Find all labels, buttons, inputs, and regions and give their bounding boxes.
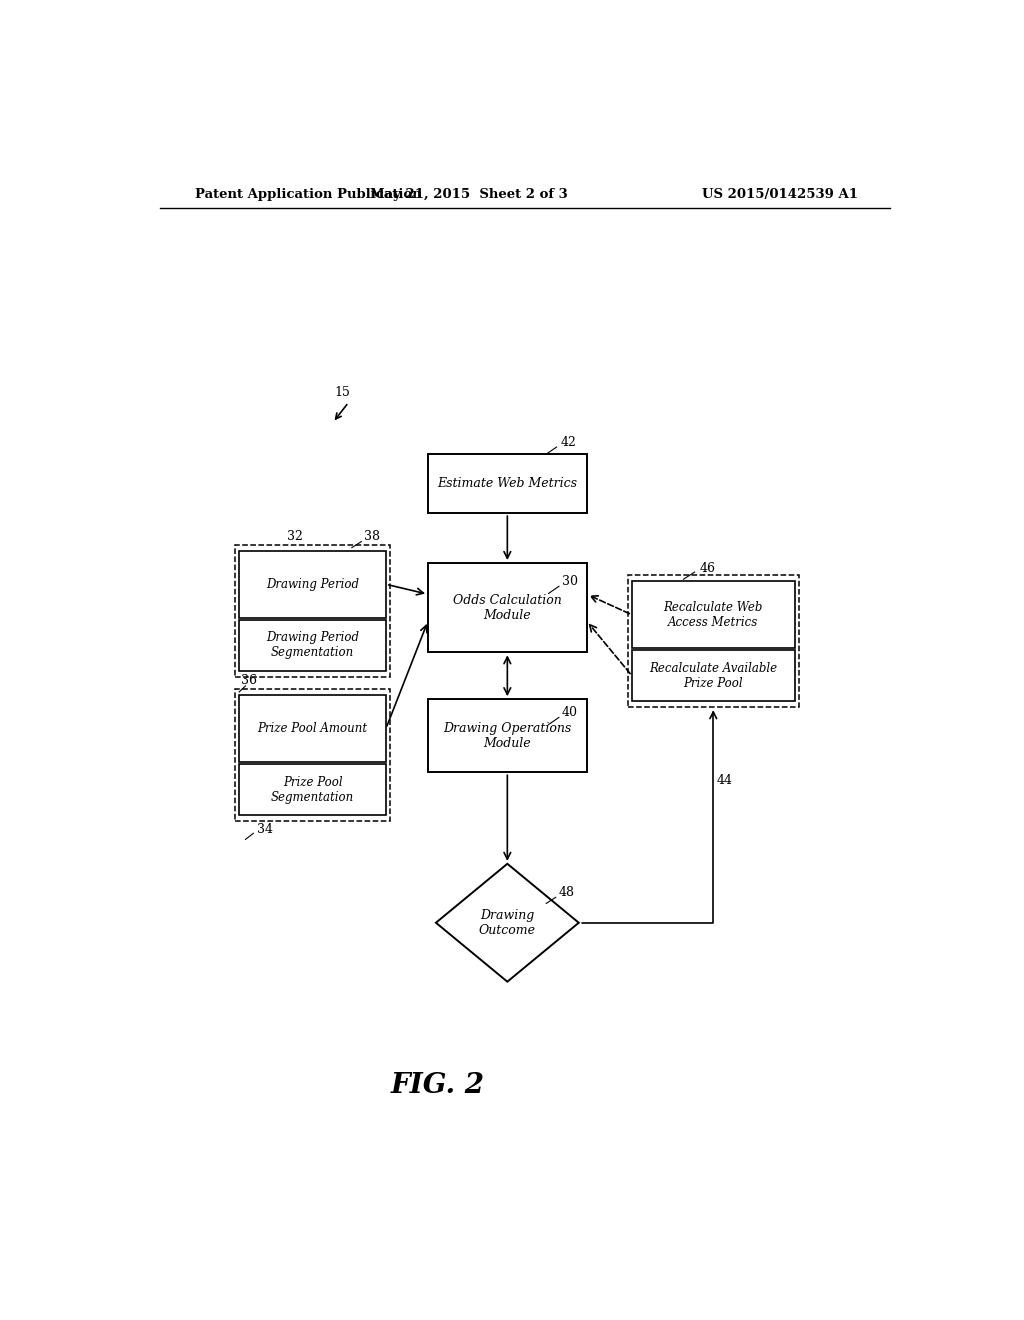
Text: Prize Pool Amount: Prize Pool Amount (257, 722, 368, 735)
Text: 46: 46 (699, 561, 716, 574)
Text: Drawing Period
Segmentation: Drawing Period Segmentation (266, 631, 359, 659)
Bar (428, 454, 587, 513)
Bar (428, 700, 587, 772)
Polygon shape (436, 863, 579, 982)
Text: 34: 34 (257, 822, 272, 836)
Text: Estimate Web Metrics: Estimate Web Metrics (437, 477, 578, 490)
Text: Patent Application Publication: Patent Application Publication (196, 189, 422, 202)
Text: FIG. 2: FIG. 2 (390, 1072, 484, 1098)
Bar (240, 620, 386, 671)
Text: Drawing Period: Drawing Period (266, 578, 359, 591)
Text: US 2015/0142539 A1: US 2015/0142539 A1 (702, 189, 858, 202)
Text: 30: 30 (562, 574, 579, 587)
Text: Recalculate Available
Prize Pool: Recalculate Available Prize Pool (649, 661, 777, 690)
Text: 44: 44 (717, 774, 733, 787)
Text: Odds Calculation
Module: Odds Calculation Module (453, 594, 562, 622)
Text: 38: 38 (365, 531, 381, 543)
Bar (240, 764, 386, 814)
Text: 40: 40 (562, 706, 579, 719)
Text: Prize Pool
Segmentation: Prize Pool Segmentation (271, 776, 354, 804)
Bar (240, 696, 386, 762)
Bar (240, 550, 386, 618)
Text: May 21, 2015  Sheet 2 of 3: May 21, 2015 Sheet 2 of 3 (371, 189, 568, 202)
Bar (236, 545, 390, 677)
Text: 42: 42 (560, 437, 577, 450)
Text: Drawing Operations
Module: Drawing Operations Module (443, 722, 571, 750)
Bar (628, 576, 799, 708)
Bar (428, 562, 587, 652)
Text: 15: 15 (334, 385, 350, 399)
Text: Recalculate Web
Access Metrics: Recalculate Web Access Metrics (664, 601, 763, 628)
Bar (632, 651, 795, 701)
Text: 48: 48 (559, 886, 574, 899)
Text: 32: 32 (287, 531, 303, 543)
Bar (236, 689, 390, 821)
Text: 36: 36 (241, 675, 257, 688)
Bar (632, 581, 795, 648)
Text: Drawing
Outcome: Drawing Outcome (479, 908, 536, 937)
